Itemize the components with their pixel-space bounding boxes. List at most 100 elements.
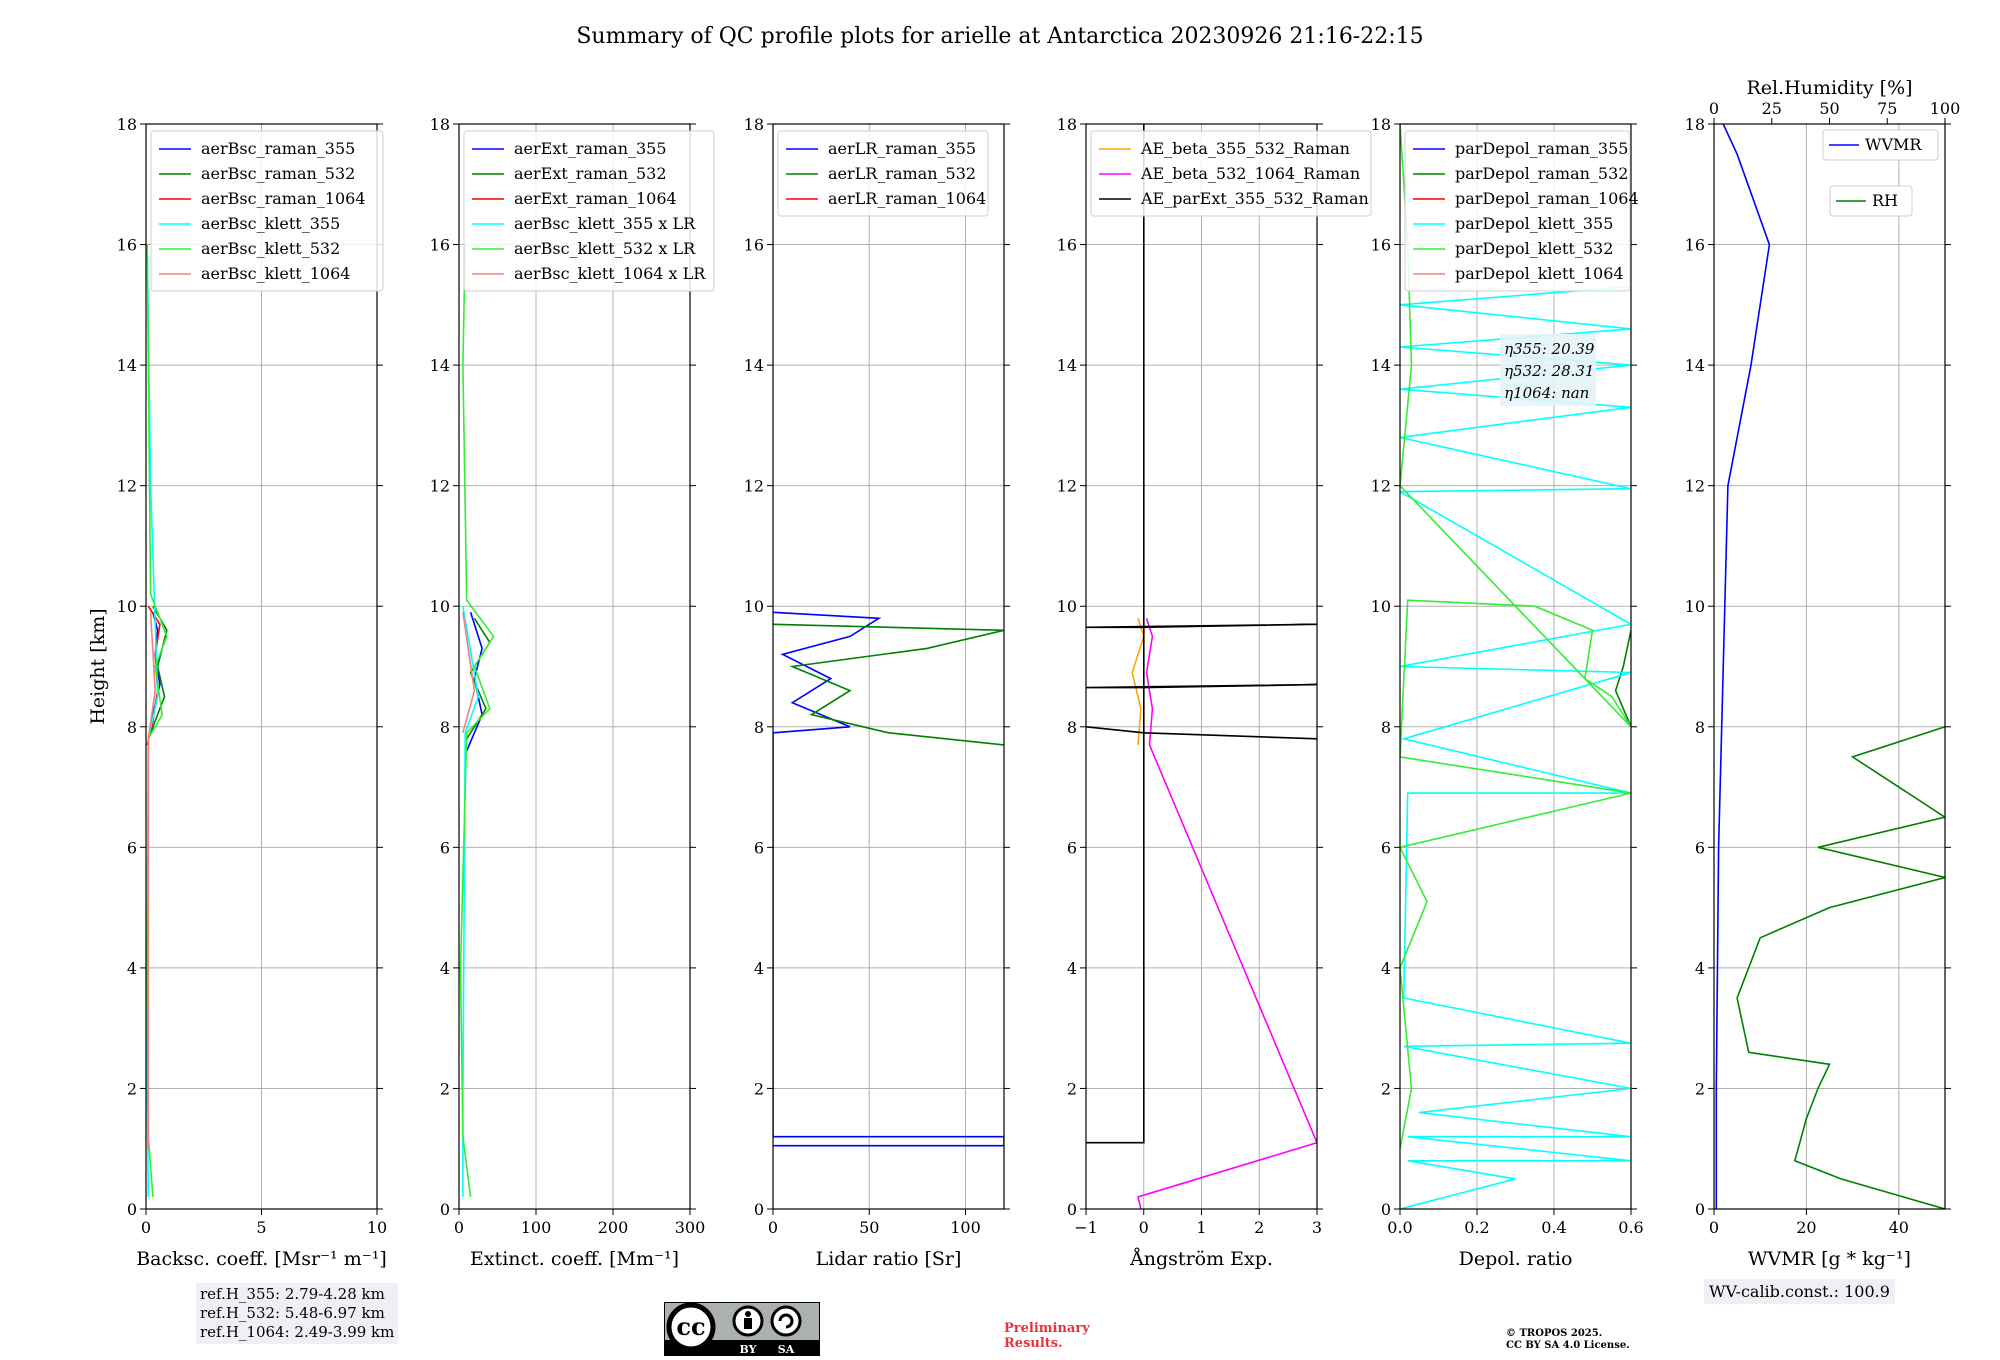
y-tick-label: 14	[744, 356, 764, 375]
x-tick-label: 10	[367, 1218, 387, 1237]
y-tick-label: 12	[1371, 477, 1391, 496]
legend-entry: parDepol_raman_355	[1455, 139, 1628, 158]
y-tick-label: 0	[1381, 1200, 1391, 1219]
copyright-line-2: CC BY SA 4.0 License.	[1506, 1340, 1630, 1351]
series-aerExt_raman_355	[465, 612, 483, 752]
y-tick-label: 14	[1685, 356, 1705, 375]
y-axis-label: Height [km]	[87, 608, 109, 724]
ref-h-532: ref.H_532: 5.48-6.97 km	[200, 1304, 385, 1322]
x-tick-label: 100	[521, 1218, 552, 1237]
cc-mark: cc	[676, 1312, 705, 1341]
eta-value: η1064: nan	[1504, 384, 1589, 402]
y-tick-label: 4	[1381, 959, 1391, 978]
legend-box	[1822, 129, 1939, 161]
series-aerBsc_klett_1064	[147, 612, 157, 1149]
x-tick-label: 0	[454, 1218, 464, 1237]
legend-box	[777, 130, 989, 217]
ref-h-1064: ref.H_1064: 2.49-3.99 km	[200, 1323, 395, 1341]
series-aerBsc_klett_1064 x LR	[462, 612, 476, 734]
y-tick-label: 2	[1067, 1079, 1077, 1098]
legend-entry: parDepol_raman_1064	[1455, 189, 1639, 208]
plot-frame	[1713, 123, 1946, 1210]
plot-frame	[1399, 123, 1632, 1210]
y-tick-label: 12	[1057, 477, 1077, 496]
series-RH	[1736, 726, 1945, 1209]
legend-entry: parDepol_klett_532	[1455, 239, 1613, 258]
series-aerBsc_raman_532	[147, 605, 168, 740]
series-parDepol_klett_532	[1400, 124, 1631, 1149]
panel-3: 0 50 100 0 2 4 6 8 10 12 14 16 18 Lidar ratio [Sr] aer…	[744, 115, 1010, 1270]
panel-6: 0 20 40 0 2 4 6 8 10 12 14 16 18 WVMR [g * kg⁻¹] Rel.H…	[1685, 77, 1961, 1270]
y-tick-label: 2	[1381, 1079, 1391, 1098]
legend-entry: parDepol_raman_532	[1455, 164, 1628, 183]
by-mark: BY	[740, 1343, 757, 1356]
x-axis-label: Ångström Exp.	[1129, 1248, 1273, 1270]
series-aerBsc_klett_532 x LR	[459, 244, 495, 1198]
panel-5: 0.0 0.2 0.4 0.6 0 2 4 6 8 10 12 14 16 18 Depol. ratio p…	[1371, 115, 1644, 1270]
top-tick-label: 50	[1819, 99, 1839, 118]
legend-box	[1090, 130, 1372, 217]
legend-entry: parDepol_klett_1064	[1455, 264, 1624, 283]
legend-entry: aerBsc_klett_355	[201, 214, 340, 233]
plot-frame	[458, 123, 691, 1210]
x-tick-label: 300	[675, 1218, 706, 1237]
x-axis-label: WVMR [g * kg⁻¹]	[1748, 1248, 1911, 1270]
reference-height-box: ref.H_355: 2.79-4.28 km ref.H_532: 5.48-…	[196, 1283, 399, 1344]
eta-box	[1500, 334, 1597, 406]
y-tick-label: 18	[1685, 115, 1705, 134]
y-tick-label: 8	[1695, 718, 1705, 737]
x-tick-label: 0	[141, 1218, 151, 1237]
eta-value: η355: 20.39	[1504, 340, 1595, 358]
eta-value: η532: 28.31	[1504, 362, 1594, 380]
preliminary-note: Preliminary Results.	[1004, 1321, 1090, 1351]
y-tick-label: 14	[1057, 356, 1077, 375]
series-AE_beta_532_1064_Raman	[1137, 618, 1317, 1209]
series-AE_parExt_355_532_Raman	[1086, 124, 1317, 1144]
y-tick-label: 2	[754, 1079, 764, 1098]
preliminary-line-1: Preliminary	[1004, 1321, 1090, 1336]
y-tick-label: 6	[1067, 838, 1077, 857]
x-tick-label: 0.4	[1541, 1218, 1566, 1237]
preliminary-line-2: Results.	[1004, 1336, 1063, 1351]
y-tick-label: 14	[1371, 356, 1391, 375]
y-tick-label: 18	[117, 115, 137, 134]
series-AE_beta_355_532_Raman	[1131, 618, 1145, 745]
y-tick-label: 0	[1695, 1200, 1705, 1219]
y-tick-label: 6	[440, 838, 450, 857]
y-tick-label: 12	[117, 477, 137, 496]
x-tick-label: 0.0	[1387, 1218, 1412, 1237]
x-tick-label: 0	[1709, 1218, 1719, 1237]
y-tick-label: 4	[754, 959, 764, 978]
legend-box	[1404, 130, 1631, 292]
plot-frame	[1085, 123, 1318, 1210]
panel-2: 0 100 200 300 0 2 4 6 8 10 12 14 16 18 Extinct. coeff.…	[430, 115, 715, 1270]
y-tick-label: 16	[117, 236, 137, 255]
x-tick-label: 0	[768, 1218, 778, 1237]
y-tick-label: 18	[430, 115, 450, 134]
x-axis-label: Depol. ratio	[1459, 1248, 1573, 1270]
y-tick-label: 4	[440, 959, 450, 978]
y-tick-label: 8	[440, 718, 450, 737]
legend-entry: aerBsc_raman_355	[201, 139, 355, 158]
y-tick-label: 10	[1057, 597, 1077, 616]
sa-mark: SA	[778, 1343, 795, 1356]
y-tick-label: 12	[744, 477, 764, 496]
y-tick-label: 12	[1685, 477, 1705, 496]
y-tick-label: 2	[127, 1079, 137, 1098]
y-tick-label: 8	[1067, 718, 1077, 737]
legend-entry: aerBsc_klett_532	[201, 239, 340, 258]
legend-entry: aerBsc_klett_355 x LR	[514, 214, 696, 233]
x-tick-label: 0.2	[1464, 1218, 1489, 1237]
legend-entry: RH	[1872, 191, 1898, 210]
x-tick-label: 20	[1796, 1218, 1816, 1237]
series-aerLR_raman_355	[773, 611, 1004, 1147]
copyright-note: © TROPOS 2025. CC BY SA 4.0 License.	[1506, 1328, 1630, 1352]
y-tick-label: 0	[1067, 1200, 1077, 1219]
top-tick-label: 25	[1762, 99, 1782, 118]
top-tick-label: 0	[1709, 99, 1719, 118]
y-tick-label: 6	[1695, 838, 1705, 857]
legend-entry: AE_beta_532_1064_Raman	[1140, 164, 1360, 183]
x-tick-label: 40	[1889, 1218, 1909, 1237]
y-tick-label: 4	[1067, 959, 1077, 978]
